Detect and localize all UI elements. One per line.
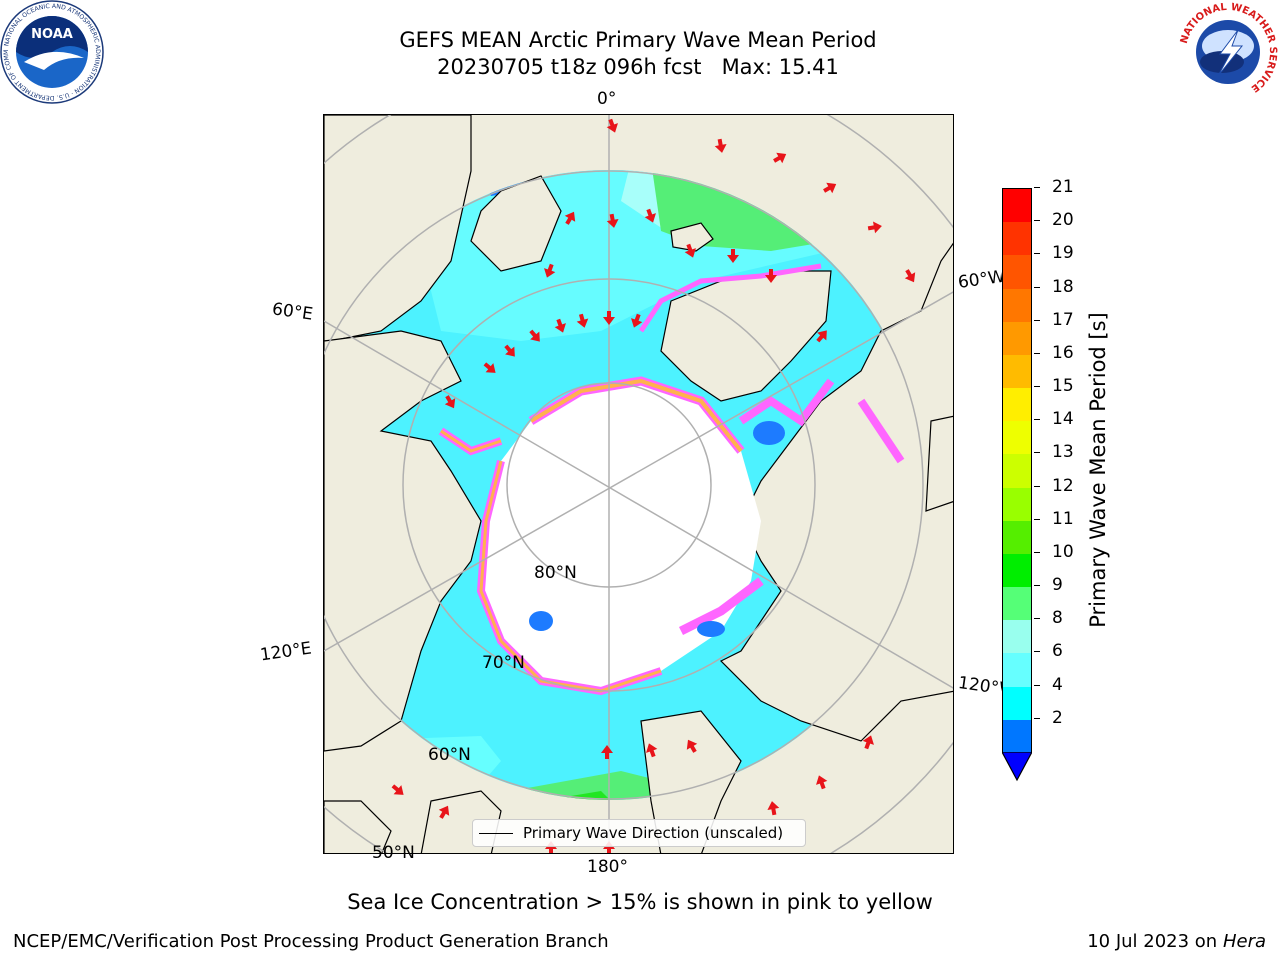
colorbar-tick-mark: [1034, 386, 1040, 388]
colorbar-band: [1003, 354, 1031, 389]
colorbar-band: [1003, 321, 1031, 355]
colorbar-tick-mark: [1034, 419, 1040, 421]
map-legend: Primary Wave Direction (unscaled): [472, 819, 806, 847]
ice-pack: [481, 381, 761, 691]
coastlines: [324, 115, 953, 853]
colorbar-extend-triangle: [1002, 752, 1032, 782]
sea-ice-note: Sea Ice Concentration > 15% is shown in …: [347, 890, 933, 914]
colorbar-tick-label: 16: [1052, 342, 1074, 363]
colorbar-tick-label: 11: [1052, 508, 1074, 529]
colorbar-band: [1003, 255, 1031, 289]
footer-date: 10 Jul 2023 on Hera: [1087, 931, 1266, 952]
colorbar-tick-mark: [1034, 286, 1040, 288]
colorbar-tick-label: 17: [1052, 309, 1074, 330]
colorbar-band: [1003, 719, 1031, 753]
map-panel: 80°N 70°N 60°N Primary Wave Direction (u…: [323, 114, 954, 854]
lon-label-60e: 60°E: [270, 299, 315, 325]
colorbar-bands: [1002, 188, 1032, 753]
lat-label-70n: 70°N: [482, 653, 525, 673]
colorbar-tick-label: 12: [1052, 475, 1074, 496]
polar-map: [324, 115, 953, 853]
colorbar-tick-label: 18: [1052, 276, 1074, 297]
legend-line-swatch: [479, 833, 513, 834]
colorbar-band: [1003, 454, 1031, 488]
colorbar-band: [1003, 421, 1031, 455]
colorbar-tick-label: 9: [1052, 575, 1063, 596]
colorbar-tick-label: 2: [1052, 707, 1063, 728]
colorbar-band: [1003, 520, 1031, 554]
colorbar-band: [1003, 189, 1031, 223]
colorbar-band: [1003, 288, 1031, 322]
colorbar-tick-mark: [1034, 319, 1040, 321]
colorbar-tick-mark: [1034, 684, 1040, 686]
colorbar-band: [1003, 587, 1031, 621]
chart-title-line1: GEFS MEAN Arctic Primary Wave Mean Perio…: [399, 28, 877, 52]
colorbar-tick-label: 10: [1052, 541, 1074, 562]
legend-label: Primary Wave Direction (unscaled): [523, 824, 784, 842]
colorbar-tick-mark: [1034, 651, 1040, 653]
lon-label-0: 0°: [597, 89, 617, 109]
chart-title-line2: 20230705 t18z 096h fcst Max: 15.41: [437, 55, 839, 79]
colorbar: [1002, 188, 1032, 782]
colorbar-tick-label: 14: [1052, 409, 1074, 430]
colorbar-band: [1003, 388, 1031, 422]
footer-host: Hera: [1222, 931, 1266, 952]
colorbar-tick-mark: [1034, 618, 1040, 620]
colorbar-tick-label: 13: [1052, 442, 1074, 463]
lat-label-60n: 60°N: [428, 745, 471, 765]
lat-label-50n: 50°N: [372, 843, 415, 863]
graticule: [324, 115, 953, 853]
colorbar-tick-mark: [1034, 485, 1040, 487]
lat-label-80n: 80°N: [534, 563, 577, 583]
noaa-logo-text: NOAA: [31, 27, 73, 42]
colorbar-tick-label: 21: [1052, 177, 1074, 197]
colorbar-band: [1003, 653, 1031, 687]
colorbar-tick-mark: [1034, 518, 1040, 520]
colorbar-tick-mark: [1034, 585, 1040, 587]
lon-label-180: 180°: [587, 857, 628, 877]
colorbar-tick-label: 6: [1052, 641, 1063, 662]
colorbar-tick-label: 15: [1052, 376, 1074, 397]
colorbar-band: [1003, 686, 1031, 720]
colorbar-tick-label: 8: [1052, 608, 1063, 629]
colorbar-tick-mark: [1034, 452, 1040, 454]
colorbar-tick-label: 20: [1052, 210, 1074, 231]
colorbar-band: [1003, 487, 1031, 521]
wave-direction-arrows: [391, 118, 916, 853]
lon-label-60w: 60°W: [956, 267, 1004, 293]
colorbar-tick-mark: [1034, 220, 1040, 222]
colorbar-band: [1003, 620, 1031, 654]
noaa-logo: NATIONAL OCEANIC AND ATMOSPHERIC ADMINIS…: [0, 0, 104, 104]
nws-logo: NATIONAL WEATHER SERVICE: [1178, 2, 1278, 102]
colorbar-tick-mark: [1034, 352, 1040, 354]
colorbar-band: [1003, 222, 1031, 256]
colorbar-tick-mark: [1034, 717, 1040, 719]
lon-label-120w: 120°W: [956, 673, 1004, 699]
colorbar-tick-mark: [1034, 253, 1040, 255]
colorbar-band: [1003, 553, 1031, 588]
lon-label-120e: 120°E: [258, 638, 313, 666]
colorbar-ticks: 21 20 19 18 17 16 15 14 13 12 11 10 9 8 6 4 2: [1034, 177, 1094, 752]
short-period-patches: [529, 421, 785, 637]
footer-date-text: 10 Jul 2023 on: [1087, 931, 1223, 952]
colorbar-label: Primary Wave Mean Period [s]: [1086, 312, 1110, 628]
colorbar-tick-label: 19: [1052, 243, 1074, 264]
colorbar-tick-mark: [1034, 187, 1040, 188]
colorbar-tick-label: 4: [1052, 674, 1063, 695]
colorbar-tick-mark: [1034, 551, 1040, 553]
footer-credit: NCEP/EMC/Verification Post Processing Pr…: [13, 931, 609, 952]
